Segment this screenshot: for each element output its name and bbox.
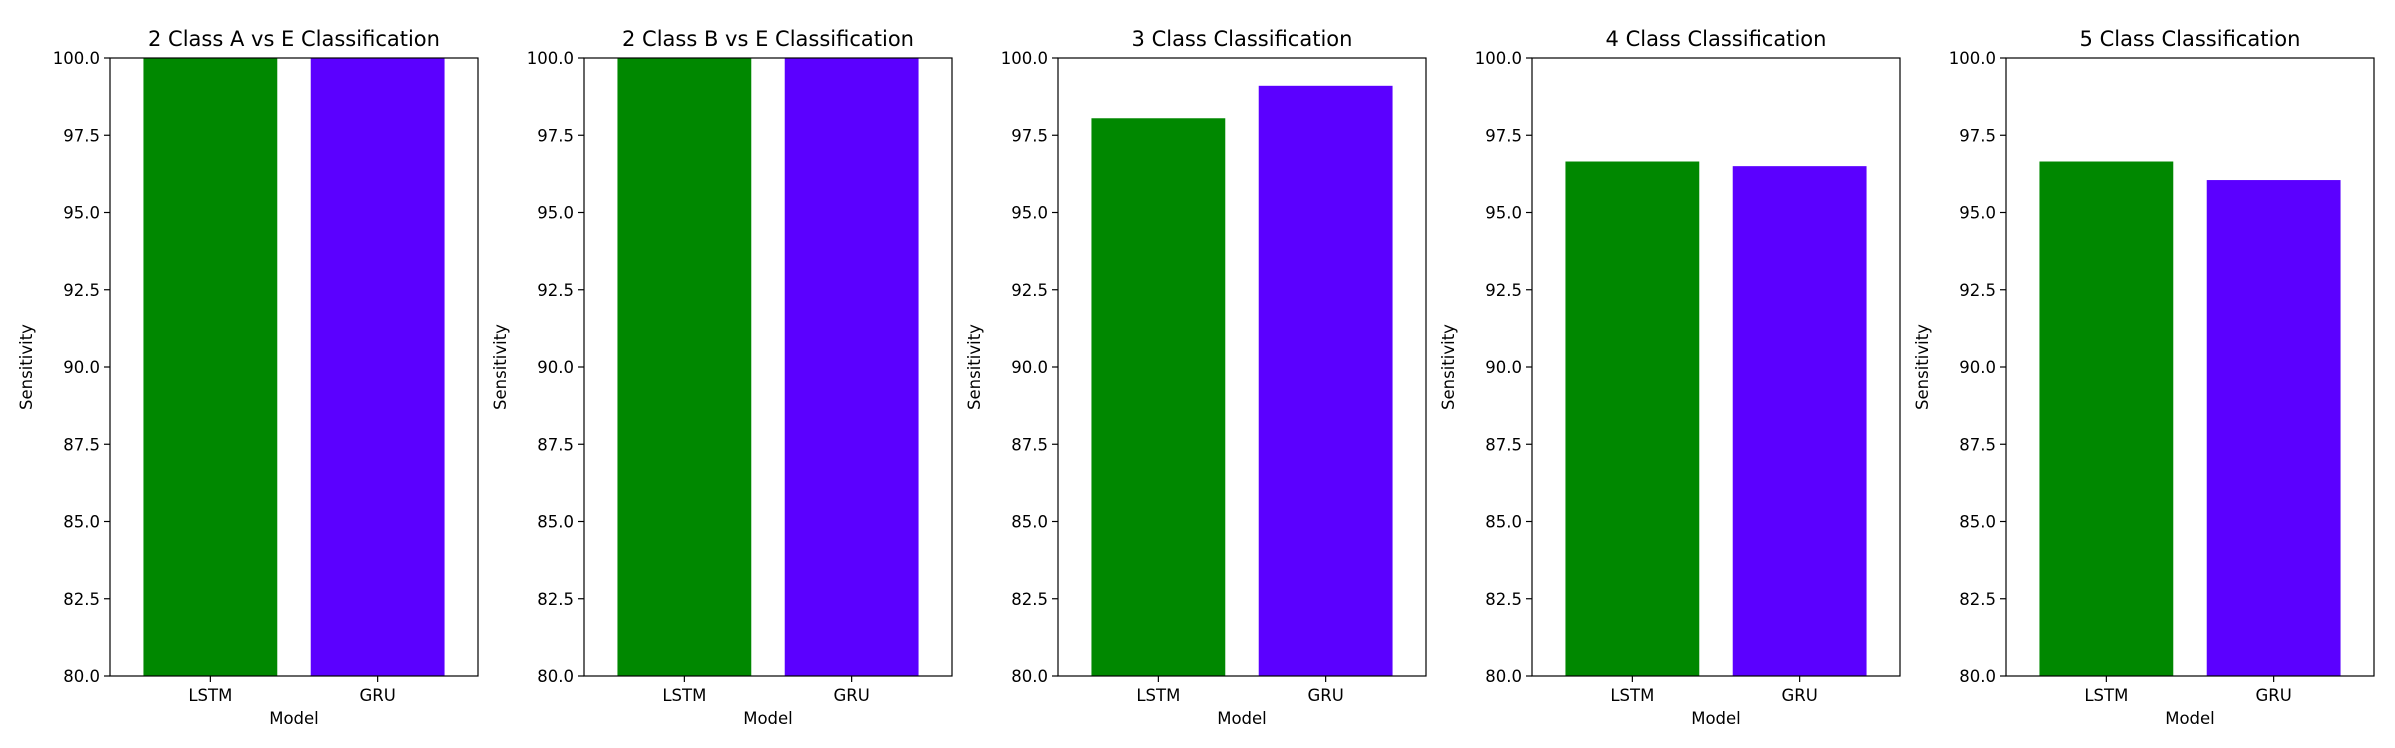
y-tick-label: 80.0 [1011,667,1048,686]
x-tick-label-gru: GRU [1307,686,1343,705]
y-tick-label: 87.5 [1959,435,1996,454]
chart-title: 4 Class Classification [1606,27,1827,51]
y-tick-label: 80.0 [63,667,100,686]
y-tick-label: 90.0 [1959,358,1996,377]
y-tick-label: 82.5 [537,590,574,609]
bar-lstm [617,58,752,676]
x-axis-label: Model [1217,709,1267,728]
y-tick-label: 95.0 [63,204,100,223]
bar-gru [784,58,919,676]
chart-panel-1: 80.0 82.5 85.0 87.5 90.0 92.5 95.0 97.5 100.0 LST… [17,27,479,728]
y-tick-label: 90.0 [537,358,574,377]
y-tick-label: 82.5 [1959,590,1996,609]
x-tick-label-lstm: LSTM [1136,686,1180,705]
y-tick-label: 90.0 [63,358,100,377]
y-tick-label: 97.5 [1485,126,1522,145]
y-axis-label: Sensitivity [491,324,510,410]
x-tick-label-gru: GRU [833,686,869,705]
chart-panel-3: 80.0 82.5 85.0 87.5 90.0 92.5 95.0 97.5 100.0 LST… [965,27,1427,728]
y-tick-label: 87.5 [1485,435,1522,454]
y-tick-label: 90.0 [1485,358,1522,377]
bar-gru [1732,166,1867,676]
y-tick-label: 85.0 [63,513,100,532]
chart-panel-2: 80.0 82.5 85.0 87.5 90.0 92.5 95.0 97.5 100.0 LST… [491,27,953,728]
y-tick-label: 97.5 [1011,126,1048,145]
bar-lstm [2039,161,2174,676]
x-tick-label-lstm: LSTM [1610,686,1654,705]
x-tick-label-lstm: LSTM [188,686,232,705]
y-tick-label: 95.0 [1959,204,1996,223]
y-tick-label: 82.5 [1485,590,1522,609]
y-tick-label: 90.0 [1011,358,1048,377]
y-tick-label: 95.0 [537,204,574,223]
y-tick-label: 92.5 [537,281,574,300]
chart-title: 2 Class B vs E Classification [622,27,914,51]
x-tick-label-gru: GRU [1781,686,1817,705]
bar-lstm [1565,161,1700,676]
y-tick-label: 97.5 [63,126,100,145]
y-axis-label: Sensitivity [17,324,36,410]
y-tick-label: 82.5 [63,590,100,609]
y-axis-label: Sensitivity [965,324,984,410]
y-tick-label: 97.5 [1959,126,1996,145]
y-tick-label: 100.0 [1001,49,1048,68]
y-tick-label: 85.0 [537,513,574,532]
y-tick-label: 80.0 [537,667,574,686]
y-tick-label: 85.0 [1485,513,1522,532]
bar-gru [310,58,445,676]
y-tick-label: 95.0 [1485,204,1522,223]
x-axis-label: Model [2165,709,2215,728]
chart-title: 3 Class Classification [1132,27,1353,51]
y-tick-label: 80.0 [1485,667,1522,686]
bar-gru [2206,180,2341,676]
y-tick-label: 100.0 [1949,49,1996,68]
x-axis-label: Model [1691,709,1741,728]
y-tick-label: 87.5 [537,435,574,454]
y-tick-label: 92.5 [63,281,100,300]
y-tick-label: 100.0 [53,49,100,68]
y-tick-label: 85.0 [1959,513,1996,532]
x-axis-label: Model [269,709,319,728]
x-tick-label-gru: GRU [359,686,395,705]
y-tick-label: 92.5 [1011,281,1048,300]
x-tick-label-lstm: LSTM [2084,686,2128,705]
y-axis-label: Sensitivity [1439,324,1458,410]
bar-lstm [1091,118,1226,676]
chart-panel-5: 80.0 82.5 85.0 87.5 90.0 92.5 95.0 97.5 100.0 LST… [1913,27,2375,728]
chart-title: 2 Class A vs E Classification [148,27,440,51]
y-tick-label: 92.5 [1959,281,1996,300]
y-tick-label: 87.5 [63,435,100,454]
bar-gru [1258,85,1393,676]
y-axis-label: Sensitivity [1913,324,1932,410]
x-axis-label: Model [743,709,793,728]
x-tick-label-gru: GRU [2255,686,2291,705]
y-tick-label: 85.0 [1011,513,1048,532]
bar-lstm [143,58,278,676]
y-tick-label: 95.0 [1011,204,1048,223]
y-tick-label: 100.0 [527,49,574,68]
y-tick-label: 97.5 [537,126,574,145]
chart-title: 5 Class Classification [2080,27,2301,51]
y-tick-label: 92.5 [1485,281,1522,300]
x-tick-label-lstm: LSTM [662,686,706,705]
chart-panel-4: 80.0 82.5 85.0 87.5 90.0 92.5 95.0 97.5 100.0 LST… [1439,27,1901,728]
y-tick-label: 87.5 [1011,435,1048,454]
y-tick-label: 100.0 [1475,49,1522,68]
y-tick-label: 82.5 [1011,590,1048,609]
y-tick-label: 80.0 [1959,667,1996,686]
